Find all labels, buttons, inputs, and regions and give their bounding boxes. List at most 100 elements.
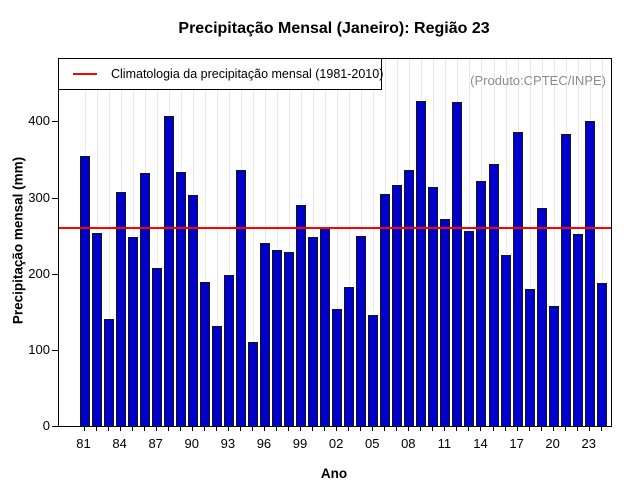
bar-2021 bbox=[560, 134, 571, 426]
x-tick-mark bbox=[300, 426, 302, 431]
x-tick-label: 90 bbox=[184, 436, 199, 451]
x-tick-mark bbox=[336, 426, 338, 431]
bar-2003 bbox=[344, 286, 355, 426]
x-tick-mark bbox=[564, 426, 566, 431]
bar-2008 bbox=[404, 170, 415, 426]
x-tick-label: 05 bbox=[364, 436, 380, 451]
bar-1995 bbox=[247, 342, 258, 426]
x-tick-label: 81 bbox=[76, 436, 91, 451]
bar-1989 bbox=[175, 172, 186, 426]
x-tick-mark bbox=[576, 426, 578, 431]
x-tick-label: 96 bbox=[256, 436, 272, 451]
bar-2016 bbox=[500, 254, 511, 426]
gridline bbox=[553, 59, 555, 426]
bar-2017 bbox=[512, 132, 523, 426]
x-tick-mark bbox=[516, 426, 518, 431]
x-tick-mark bbox=[480, 426, 482, 431]
bar-1998 bbox=[284, 252, 294, 426]
bar-1996 bbox=[259, 243, 270, 426]
x-tick-mark bbox=[540, 426, 542, 431]
bar-1990 bbox=[187, 195, 198, 426]
bar-2012 bbox=[452, 102, 463, 426]
x-tick-mark bbox=[251, 426, 253, 431]
bar-2013 bbox=[464, 231, 475, 426]
y-tick-label: 0 bbox=[42, 418, 50, 433]
legend-label: Climatologia da precipitação mensal (198… bbox=[111, 67, 384, 81]
x-tick-label: 14 bbox=[473, 436, 488, 451]
x-tick-mark bbox=[288, 426, 289, 431]
x-tick-label: 08 bbox=[401, 436, 416, 451]
bar-1983 bbox=[103, 318, 114, 426]
gridline bbox=[337, 59, 339, 426]
y-tick-mark bbox=[52, 426, 58, 427]
bar-2018 bbox=[524, 288, 535, 426]
bar-1992 bbox=[211, 325, 222, 426]
y-tick-mark bbox=[52, 349, 58, 351]
bar-2006 bbox=[380, 193, 391, 426]
bar-2020 bbox=[548, 305, 559, 426]
x-tick-mark bbox=[552, 426, 554, 431]
x-tick-mark bbox=[215, 426, 217, 431]
bar-2024 bbox=[596, 282, 607, 426]
gridline bbox=[276, 59, 278, 426]
legend-box: Climatologia da precipitação mensal (198… bbox=[58, 58, 384, 90]
x-tick-mark bbox=[456, 426, 458, 431]
x-tick-label: 87 bbox=[148, 436, 163, 451]
x-tick-mark bbox=[263, 426, 265, 431]
gridline bbox=[373, 59, 375, 426]
x-tick-mark bbox=[155, 426, 157, 431]
bar-2007 bbox=[392, 184, 403, 426]
x-tick-mark bbox=[528, 426, 530, 431]
x-tick-mark bbox=[372, 426, 374, 431]
gridline bbox=[264, 59, 266, 426]
product-annotation: (Produto:CPTEC/INPE) bbox=[470, 73, 606, 88]
gridline bbox=[216, 59, 218, 426]
gridline bbox=[108, 59, 110, 426]
x-tick-mark bbox=[348, 426, 350, 431]
gridline bbox=[228, 59, 230, 426]
x-tick-mark bbox=[384, 426, 386, 431]
x-tick-mark bbox=[131, 426, 133, 431]
x-tick-mark bbox=[143, 426, 145, 431]
bar-2009 bbox=[416, 100, 427, 426]
bar-1997 bbox=[271, 250, 282, 426]
bar-2022 bbox=[572, 234, 583, 426]
x-tick-label: 11 bbox=[437, 436, 452, 451]
plot-area: Climatologia da precipitação mensal (198… bbox=[58, 58, 612, 427]
gridline bbox=[505, 59, 507, 426]
y-tick-label: 100 bbox=[28, 341, 50, 357]
bar-2001 bbox=[320, 227, 331, 426]
bar-2023 bbox=[584, 121, 595, 426]
x-tick-mark bbox=[203, 426, 205, 431]
bar-1986 bbox=[139, 173, 150, 426]
x-tick-label: 93 bbox=[220, 436, 236, 451]
bar-2004 bbox=[356, 235, 367, 426]
x-tick-mark bbox=[408, 426, 410, 431]
x-tick-mark bbox=[360, 426, 362, 431]
y-tick-mark bbox=[52, 197, 58, 199]
x-tick-mark bbox=[107, 426, 109, 431]
x-tick-mark bbox=[432, 426, 434, 431]
x-tick-mark bbox=[468, 426, 470, 431]
gridline bbox=[289, 59, 290, 426]
bar-1999 bbox=[296, 205, 307, 426]
y-tick-label: 200 bbox=[28, 265, 50, 281]
chart-title: Precipitação Mensal (Janeiro): Região 23 bbox=[178, 20, 490, 37]
x-tick-mark bbox=[444, 426, 446, 431]
bar-2011 bbox=[440, 218, 451, 426]
gridline bbox=[156, 59, 158, 426]
x-tick-label: 99 bbox=[292, 436, 308, 451]
x-tick-label: 20 bbox=[545, 436, 560, 451]
x-tick-mark bbox=[167, 426, 169, 431]
x-tick-label: 02 bbox=[328, 436, 344, 451]
x-tick-mark bbox=[191, 426, 193, 431]
x-tick-mark bbox=[420, 426, 422, 431]
bar-1993 bbox=[223, 275, 234, 426]
gridline bbox=[349, 59, 351, 426]
bar-1987 bbox=[151, 267, 162, 426]
bar-2005 bbox=[368, 314, 379, 426]
y-tick-label: 300 bbox=[28, 189, 50, 205]
bar-2010 bbox=[428, 186, 439, 426]
bar-2002 bbox=[332, 308, 343, 426]
